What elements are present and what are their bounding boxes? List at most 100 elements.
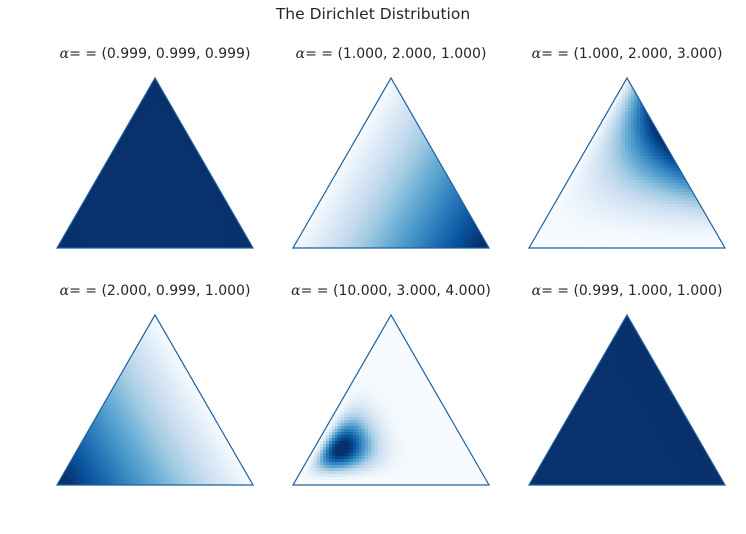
- density-cell: [168, 162, 172, 166]
- density-cell: [416, 156, 420, 160]
- density-cell: [634, 141, 638, 145]
- density-cell: [434, 225, 438, 229]
- density-cell: [186, 195, 190, 199]
- density-cell: [377, 222, 381, 226]
- density-cell: [329, 216, 333, 220]
- density-cell: [353, 234, 357, 238]
- density-cell: [347, 216, 351, 220]
- density-cell: [189, 159, 193, 163]
- density-cell: [395, 120, 399, 124]
- density-cell: [126, 243, 130, 247]
- density-cell: [96, 207, 100, 211]
- density-cell: [371, 198, 375, 202]
- density-cell: [195, 153, 199, 157]
- density-cell: [419, 228, 423, 232]
- density-cell: [90, 213, 94, 217]
- density-cell: [649, 189, 653, 193]
- density-cell: [389, 156, 393, 160]
- density-cell: [395, 234, 399, 238]
- density-cell: [207, 225, 211, 229]
- density-cell: [461, 231, 465, 235]
- density-cell: [637, 123, 641, 127]
- density-cell: [308, 240, 312, 244]
- density-cell: [126, 192, 130, 196]
- density-cell: [192, 222, 196, 226]
- density-cell: [219, 216, 223, 220]
- density-cell: [195, 198, 199, 202]
- density-cell: [386, 126, 390, 130]
- density-cell: [389, 234, 393, 238]
- density-cell: [102, 228, 106, 232]
- density-cell: [195, 159, 199, 163]
- density-cell: [192, 186, 196, 190]
- density-cell: [356, 210, 360, 214]
- density-cell: [153, 228, 157, 232]
- density-cell: [350, 165, 354, 169]
- density-cell: [649, 135, 653, 139]
- density-cell: [670, 165, 674, 169]
- density-cell: [371, 225, 375, 229]
- density-cell: [664, 171, 668, 175]
- density-cell: [219, 210, 223, 214]
- density-cell: [449, 225, 453, 229]
- density-cell: [87, 240, 91, 244]
- density-cell: [201, 177, 205, 181]
- density-cell: [144, 150, 148, 154]
- density-cell: [138, 243, 142, 247]
- density-cell: [467, 237, 471, 241]
- density-cell: [604, 180, 608, 184]
- density-cell: [622, 177, 626, 181]
- density-cell: [147, 204, 151, 208]
- density-cell: [159, 120, 163, 124]
- density-cell: [392, 129, 396, 133]
- density-cell: [305, 246, 309, 248]
- density-cell: [437, 174, 441, 178]
- density-cell: [398, 156, 402, 160]
- density-cell: [123, 222, 127, 226]
- density-cell: [365, 120, 369, 124]
- density-cell: [640, 189, 644, 193]
- density-cell: [598, 147, 602, 151]
- density-cell: [138, 192, 142, 196]
- density-cell: [622, 165, 626, 169]
- density-cell: [595, 186, 599, 190]
- density-cell: [622, 150, 626, 154]
- density-cell: [371, 156, 375, 160]
- density-cell: [422, 183, 426, 187]
- density-cell: [419, 177, 423, 181]
- density-cell: [102, 243, 106, 247]
- density-cell: [144, 144, 148, 148]
- density-cell: [165, 126, 169, 130]
- density-cell: [598, 177, 602, 181]
- density-cell: [625, 138, 629, 142]
- density-cell: [413, 180, 417, 184]
- density-cell: [410, 213, 414, 217]
- density-cell: [338, 180, 342, 184]
- density-cell: [652, 153, 656, 157]
- density-cell: [413, 237, 417, 241]
- density-cell: [455, 225, 459, 229]
- density-cell: [168, 126, 172, 130]
- density-cell: [392, 237, 396, 241]
- density-cell: [685, 186, 689, 190]
- density-cell: [371, 228, 375, 232]
- density-cell: [419, 192, 423, 196]
- density-cell: [153, 165, 157, 169]
- density-cell: [425, 153, 429, 157]
- density-cell: [359, 219, 363, 223]
- density-cell: [643, 123, 647, 127]
- density-cell: [189, 225, 193, 229]
- density-cell: [410, 225, 414, 229]
- alpha-symbol: α: [531, 46, 542, 62]
- density-cell: [601, 126, 605, 130]
- density-cell: [168, 129, 172, 133]
- density-cell: [332, 183, 336, 187]
- density-cell: [240, 243, 244, 247]
- density-cell: [180, 129, 184, 133]
- density-cell: [410, 171, 414, 175]
- density-cell: [165, 198, 169, 202]
- density-cell: [99, 180, 103, 184]
- density-cell: [114, 207, 118, 211]
- density-cell: [383, 123, 387, 127]
- density-cell: [377, 126, 381, 130]
